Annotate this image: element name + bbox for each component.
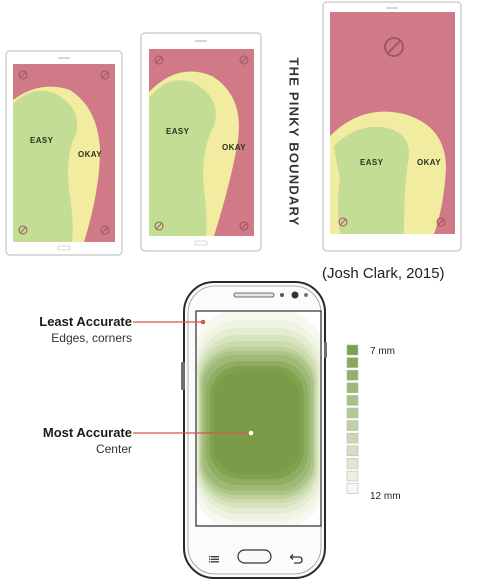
- touch-accuracy-figure: [133, 281, 359, 579]
- legend-swatch: [346, 470, 359, 482]
- legend-label-top: 7 mm: [370, 346, 395, 357]
- legend-swatch: [346, 483, 359, 494]
- legend-swatch: [346, 432, 359, 444]
- zone-label-easy: EASY: [166, 127, 190, 136]
- legend-swatch: [346, 382, 359, 394]
- legend-label-bottom: 12 mm: [370, 491, 401, 502]
- legend-swatch: [346, 407, 359, 419]
- zone-label-okay: OKAY: [417, 158, 441, 167]
- no-entry-icon: [154, 55, 249, 231]
- legend-swatch: [346, 344, 359, 356]
- callout-least-line: [133, 319, 206, 325]
- most-accurate-subtitle: Center: [95, 442, 132, 456]
- no-entry-icon: [384, 37, 404, 57]
- zone-label-easy: EASY: [30, 136, 54, 145]
- phone-medium: EASY OKAY: [140, 32, 262, 252]
- accuracy-legend: [346, 344, 359, 494]
- legend-swatch: [346, 395, 359, 406]
- least-accurate-title: Least Accurate: [39, 314, 132, 329]
- no-entry-icon: [338, 217, 446, 227]
- legend-swatch: [346, 445, 359, 457]
- legend-swatch: [346, 420, 359, 431]
- pinky-boundary-figure: EASY OKAY EASY OKAY: [5, 1, 462, 256]
- least-accurate-subtitle: Edges, corners: [51, 331, 132, 345]
- legend-swatch: [346, 458, 359, 469]
- home-button: [237, 549, 272, 564]
- legend-swatch: [346, 357, 359, 368]
- back-icon: [289, 554, 303, 564]
- accuracy-heatmap: [197, 312, 320, 525]
- phone-large: EASY OKAY: [322, 1, 462, 252]
- easy-zone: [13, 90, 77, 242]
- zone-label-easy: EASY: [360, 158, 384, 167]
- callout-most-line: [133, 430, 254, 436]
- legend-swatch: [346, 369, 359, 381]
- no-entry-icon: [18, 70, 110, 235]
- title-text: THE PINKY BOUNDARY: [286, 57, 302, 227]
- zone-label-okay: OKAY: [78, 150, 102, 159]
- easy-zone: [149, 80, 216, 236]
- zone-label-okay: OKAY: [222, 143, 246, 152]
- menu-icon: [209, 556, 219, 563]
- citation: (Josh Clark, 2015): [322, 265, 445, 282]
- phone-small: EASY OKAY: [5, 50, 123, 256]
- easy-zone: [330, 126, 410, 234]
- hardware-keys: [209, 549, 303, 564]
- most-accurate-title: Most Accurate: [42, 425, 132, 440]
